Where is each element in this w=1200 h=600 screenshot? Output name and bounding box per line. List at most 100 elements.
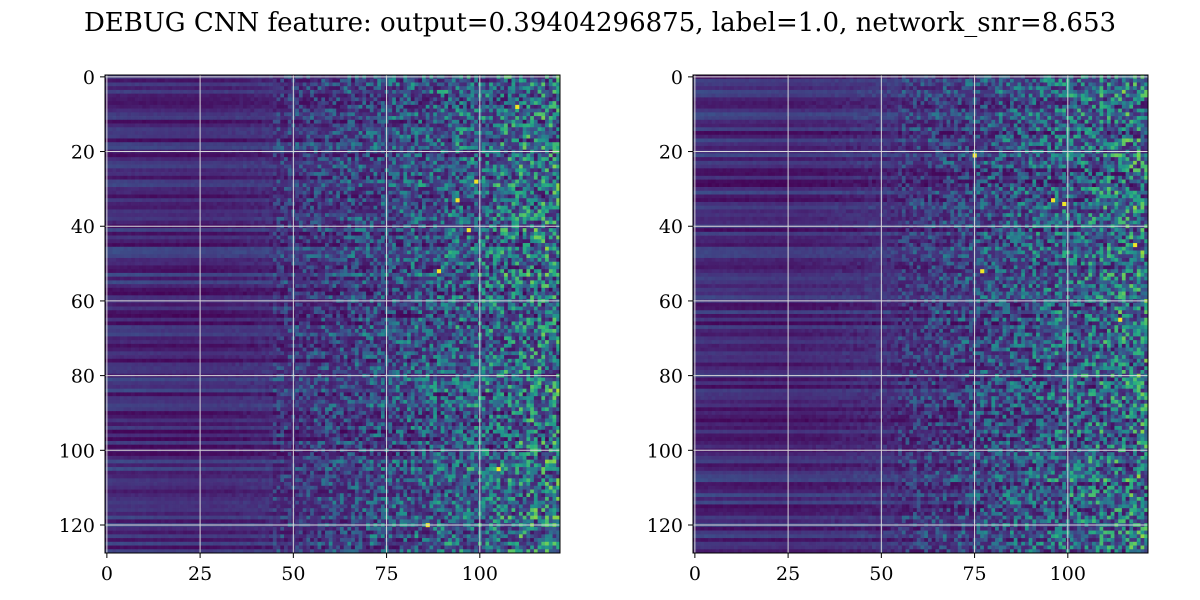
heatmap-cell (284, 138, 289, 143)
heatmap-cell (556, 183, 561, 188)
heatmap-cell (351, 187, 356, 192)
heatmap-cell (224, 116, 229, 121)
heatmap-cell (131, 205, 136, 210)
heatmap-cell (507, 138, 512, 143)
heatmap-cell (440, 157, 445, 162)
heatmap-cell (429, 175, 434, 180)
heatmap-cell (507, 89, 512, 95)
heatmap-cell (183, 172, 188, 177)
heatmap-cell (209, 213, 214, 218)
heatmap-cell (183, 93, 188, 98)
heatmap-cell (463, 216, 468, 221)
heatmap-cell (220, 160, 225, 165)
heatmap-cell (295, 198, 300, 203)
heatmap-cell (213, 187, 218, 192)
heatmap-cell (295, 82, 300, 87)
heatmap-cell (119, 183, 124, 188)
heatmap-cell (459, 194, 464, 199)
heatmap-cell (362, 164, 367, 169)
heatmap-cell (280, 119, 285, 124)
heatmap-cell (500, 175, 505, 180)
heatmap-cell (317, 108, 322, 113)
heatmap-cell (276, 168, 281, 173)
heatmap-cell (108, 131, 113, 136)
heatmap-cell (220, 153, 225, 158)
heatmap-cell (228, 101, 233, 106)
heatmap-cell (265, 145, 270, 151)
heatmap-cell (351, 183, 356, 188)
heatmap-cell (380, 142, 386, 147)
heatmap-cell (149, 164, 154, 169)
heatmap-cell (466, 172, 471, 177)
heatmap-cell (369, 157, 374, 162)
heatmap-cell (451, 82, 456, 87)
heatmap-cell (131, 179, 136, 184)
heatmap-cell (116, 183, 121, 188)
heatmap-cell (153, 112, 158, 117)
heatmap-cell (183, 101, 188, 106)
heatmap-cell (313, 179, 318, 184)
heatmap-cell (485, 164, 490, 169)
heatmap-cell (489, 216, 494, 221)
heatmap-cell (369, 131, 374, 136)
heatmap-cell (399, 142, 404, 147)
heatmap-cell (276, 104, 281, 109)
heatmap-cell (425, 78, 430, 83)
heatmap-cell (414, 164, 419, 169)
heatmap-cell (545, 187, 550, 192)
heatmap-cell (537, 153, 542, 158)
heatmap-cell (481, 172, 486, 177)
heatmap-cell (358, 183, 363, 188)
heatmap-cell (433, 112, 438, 117)
heatmap-cell (284, 145, 289, 151)
heatmap-cell (306, 164, 311, 169)
heatmap-cell (138, 175, 143, 180)
heatmap-cell (127, 175, 132, 180)
heatmap-cell (373, 119, 378, 124)
heatmap-cell (287, 82, 292, 87)
heatmap-cell (138, 198, 143, 203)
heatmap-cell (108, 145, 113, 151)
heatmap-cell (407, 119, 412, 124)
heatmap-cell (265, 175, 270, 180)
heatmap-cell (138, 142, 143, 147)
heatmap-cell (321, 205, 326, 210)
heatmap-cell (157, 82, 162, 87)
heatmap-cell (496, 138, 501, 143)
heatmap-cell (138, 82, 143, 87)
heatmap-cell (533, 127, 538, 132)
heatmap-cell (492, 127, 497, 132)
heatmap-cell (201, 131, 207, 136)
heatmap-cell (436, 205, 442, 210)
heatmap-cell (284, 183, 289, 188)
heatmap-cell (362, 213, 367, 218)
heatmap-cell (257, 194, 262, 199)
heatmap-cell (157, 175, 162, 180)
heatmap-cell (504, 127, 509, 132)
heatmap-cell (463, 78, 468, 83)
heatmap-cell (369, 213, 374, 218)
heatmap-cell (108, 213, 113, 218)
heatmap-cell (515, 194, 520, 199)
heatmap-cell (298, 82, 304, 87)
heatmap-cell (481, 82, 486, 87)
heatmap-cell (108, 198, 113, 203)
heatmap-cell (220, 142, 225, 147)
heatmap-cell (108, 78, 113, 83)
heatmap-cell (116, 213, 121, 218)
heatmap-cell (183, 160, 188, 165)
heatmap-cell (366, 164, 371, 169)
heatmap-cell (425, 179, 430, 184)
heatmap-cell (395, 157, 400, 162)
heatmap-cell (183, 131, 188, 136)
heatmap-cell (548, 134, 553, 139)
heatmap-cell (436, 104, 442, 109)
heatmap-cell (489, 183, 494, 188)
heatmap-cell (187, 138, 192, 143)
heatmap-cell (522, 104, 527, 109)
heatmap-cell (351, 89, 356, 95)
heatmap-cell (108, 175, 113, 180)
heatmap-cell (444, 190, 449, 195)
heatmap-cell (201, 108, 207, 113)
heatmap-cell (313, 187, 318, 192)
